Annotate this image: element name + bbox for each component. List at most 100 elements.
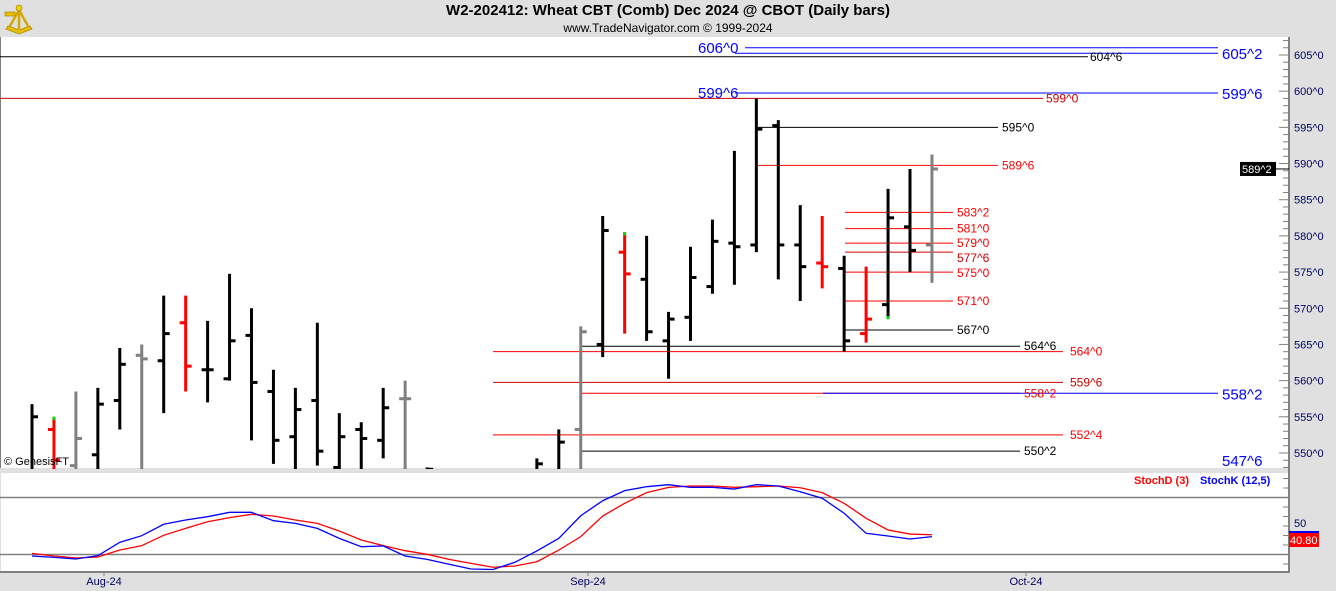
price-bar[interactable] [267, 369, 280, 464]
level-label: 577^6 [957, 251, 990, 265]
price-bar[interactable] [640, 235, 653, 341]
price-bars [30, 98, 938, 475]
price-bar[interactable] [311, 322, 324, 466]
price-bar[interactable] [596, 216, 609, 358]
y-tick-label: 555^0 [1294, 412, 1324, 424]
sextant-icon [2, 2, 36, 41]
price-axis: 605^0 600^0 595^0 590^0 585^0 580^0 575^0 570^0… [1240, 40, 1324, 468]
y-tick-label: 575^0 [1294, 267, 1324, 279]
level-label: 579^0 [957, 236, 990, 250]
y-tick-label: 585^0 [1294, 195, 1324, 207]
price-bar[interactable] [245, 308, 258, 441]
level-label: 599^0 [1046, 91, 1079, 105]
y-tick-label: 605^0 [1294, 50, 1324, 62]
price-bar[interactable] [69, 391, 82, 475]
price-bar[interactable] [289, 387, 302, 475]
level-label: 552^4 [1070, 428, 1103, 442]
price-bar[interactable] [574, 326, 587, 475]
price-bar[interactable] [30, 404, 38, 475]
y-tick-label: 570^0 [1294, 303, 1324, 315]
price-bar[interactable] [179, 295, 192, 392]
level-label: 589^6 [1002, 158, 1035, 172]
level-label: 581^0 [957, 222, 990, 236]
price-bar[interactable] [728, 150, 741, 285]
price-bar[interactable] [377, 387, 390, 459]
price-bar[interactable] [399, 380, 412, 475]
y-tick-label: 550^0 [1294, 448, 1324, 460]
last-price-box [1240, 161, 1276, 176]
chart-title: W2-202412: Wheat CBT (Comb) Dec 2024 @ C… [446, 2, 890, 19]
level-label: 564^6 [1024, 339, 1057, 353]
price-bar[interactable] [838, 255, 851, 352]
level-label: 599^6 [1222, 86, 1262, 103]
price-bar[interactable] [113, 348, 126, 430]
price-bar[interactable] [684, 246, 697, 341]
date-axis: Aug-24 Sep-24 Oct-24 [86, 572, 1043, 588]
price-bar[interactable] [860, 266, 873, 343]
price-bar[interactable] [425, 467, 434, 475]
level-label: 564^0 [1070, 345, 1103, 359]
level-label: 567^0 [957, 323, 990, 337]
price-bar[interactable] [816, 216, 829, 289]
price-bar[interactable] [557, 429, 565, 475]
level-lines [0, 47, 1218, 452]
price-bar[interactable] [706, 219, 719, 294]
legend-stochd: StochD (3) [1134, 475, 1189, 487]
price-bar[interactable] [223, 273, 236, 381]
legend-stochk: StochK (12,5) [1200, 475, 1271, 487]
level-label: 595^0 [1002, 120, 1035, 134]
price-bar[interactable] [355, 422, 368, 475]
x-tick-label: Aug-24 [86, 576, 121, 588]
price-bar[interactable] [135, 344, 148, 475]
level-label: 558^2 [1222, 386, 1262, 403]
stoch-axis: 50 40.80 [1283, 478, 1319, 565]
stochk-line [31, 484, 933, 571]
stoch-last-value-box [1289, 532, 1319, 547]
y-tick-label: 595^0 [1294, 122, 1324, 134]
signal-marker [886, 316, 890, 320]
level-label: 575^0 [957, 266, 990, 280]
price-bar[interactable] [772, 120, 785, 280]
price-bar[interactable] [904, 168, 916, 273]
level-label: 605^2 [1222, 46, 1262, 63]
level-label: 604^6 [1090, 50, 1123, 64]
level-label: 558^2 [1024, 386, 1057, 400]
price-bar[interactable] [882, 188, 895, 320]
price-bar[interactable] [201, 320, 214, 403]
price-bar[interactable] [535, 458, 543, 475]
level-label-left: 599^6 [698, 85, 738, 102]
level-label: 550^2 [1024, 444, 1057, 458]
price-bar[interactable] [750, 98, 763, 253]
level-label: 559^6 [1070, 375, 1103, 389]
price-bar[interactable] [91, 387, 104, 475]
stoch-tick-label: 50 [1294, 518, 1306, 530]
signal-marker [623, 232, 627, 236]
y-tick-label: 600^0 [1294, 86, 1324, 98]
price-bar[interactable] [157, 295, 170, 414]
y-tick-label: 590^0 [1294, 159, 1324, 171]
price-bar[interactable] [333, 413, 346, 475]
price-bar[interactable] [794, 205, 807, 302]
price-panel[interactable] [1, 37, 1289, 468]
level-labels: 606^0 605^2 604^6 599^6 599^6 599^0 595^0 589^6… [698, 40, 1262, 470]
price-bar[interactable] [47, 416, 60, 475]
price-bar[interactable] [925, 154, 938, 283]
price-bar[interactable] [662, 311, 675, 379]
level-label: 547^6 [1222, 453, 1262, 470]
level-label: 571^0 [957, 294, 990, 308]
y-tick-label: 580^0 [1294, 231, 1324, 243]
x-tick-label: Sep-24 [570, 576, 605, 588]
y-tick-label: 560^0 [1294, 376, 1324, 388]
level-label-left: 606^0 [698, 40, 738, 57]
level-label: 583^2 [957, 205, 990, 219]
price-bar[interactable] [618, 232, 631, 334]
stoch-panel[interactable] [1, 473, 1289, 572]
stoch-last-value-label: 40.80 [1290, 535, 1318, 547]
y-tick-label: 565^0 [1294, 339, 1324, 351]
x-tick-label: Oct-24 [1009, 576, 1042, 588]
copyright-label: © GenesisFT [4, 456, 69, 468]
stochastic-lines [0, 484, 1289, 571]
last-price-label: 589^2 [1242, 164, 1272, 176]
signal-marker [52, 416, 56, 420]
